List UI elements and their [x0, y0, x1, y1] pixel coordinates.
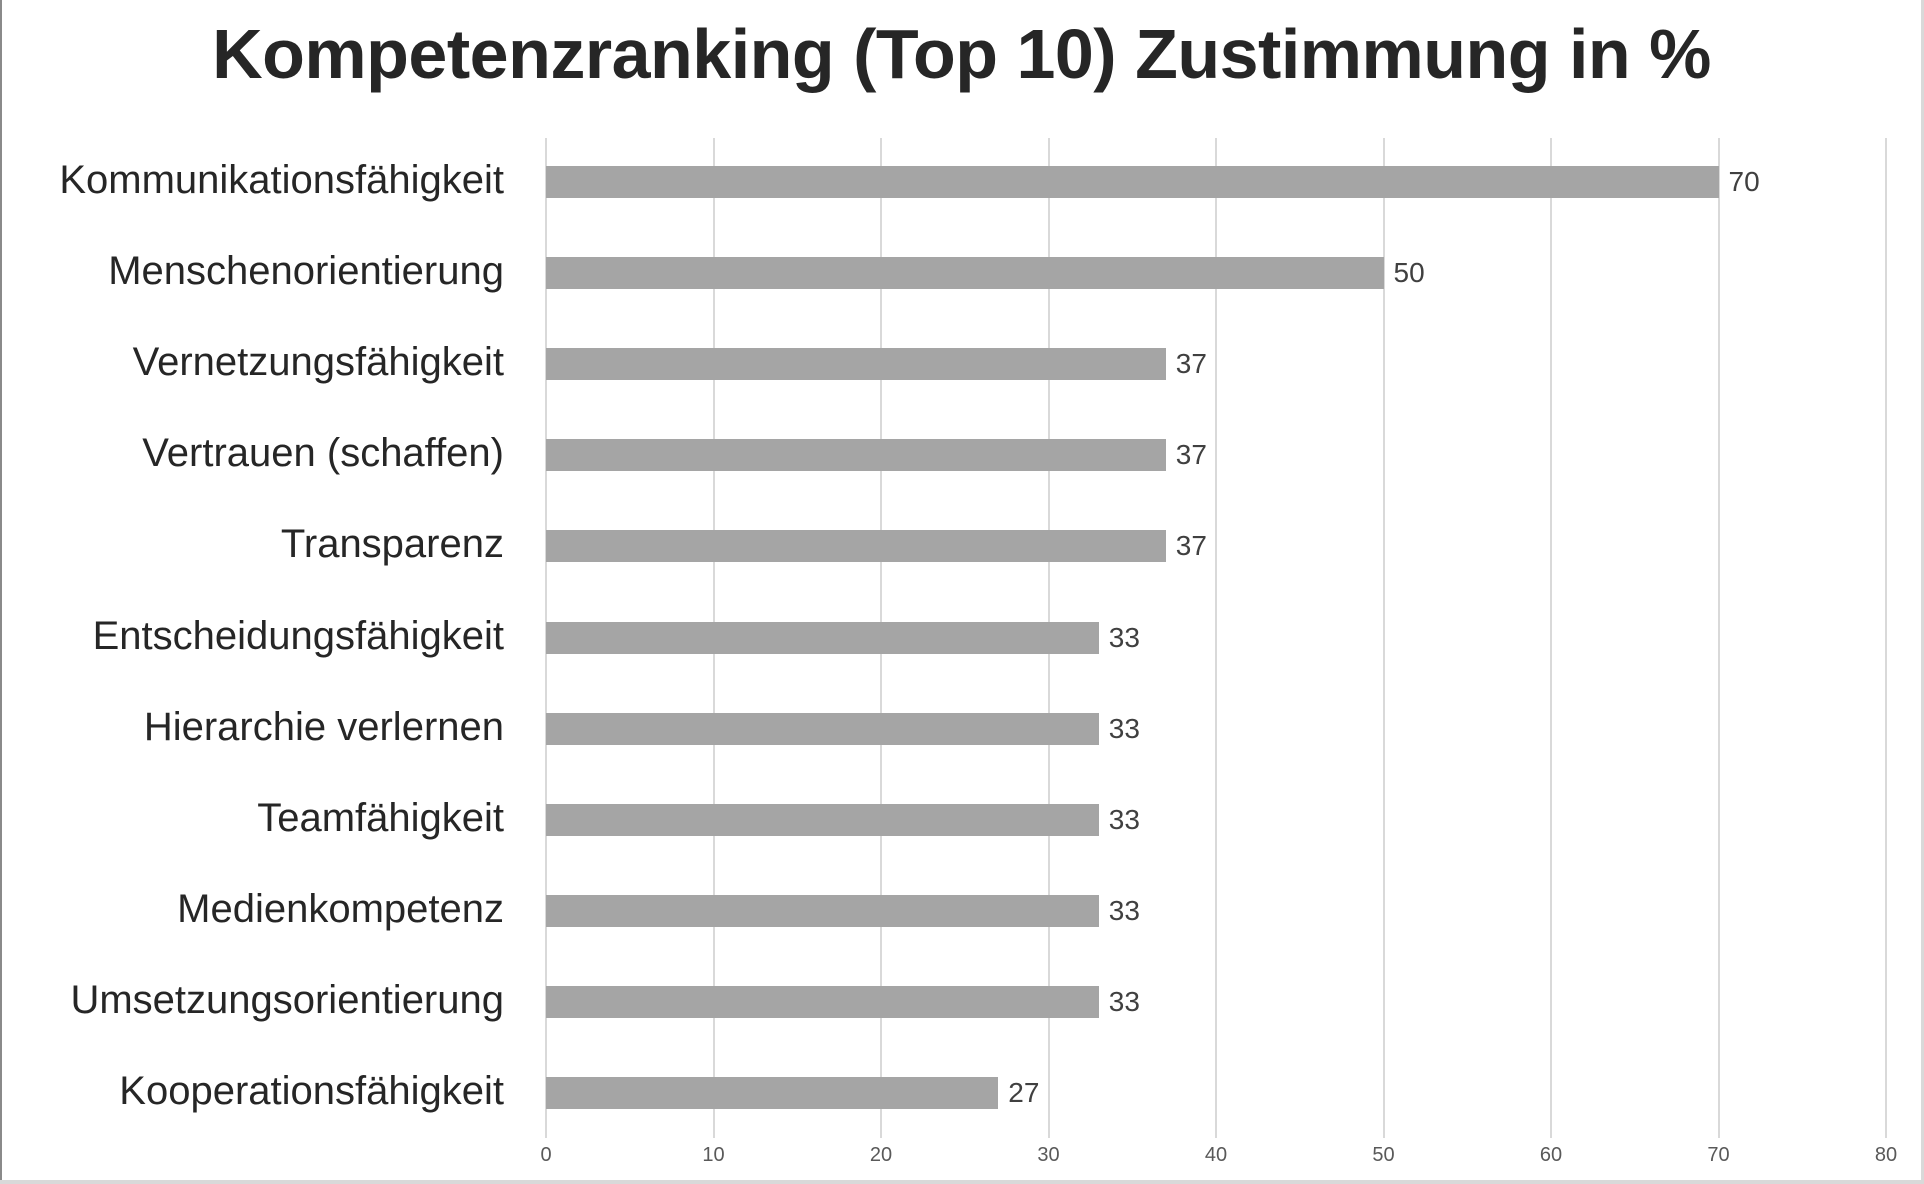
category-label: Kooperationsfähigkeit	[119, 1069, 504, 1113]
bar-value-label: 27	[1008, 1077, 1040, 1108]
category-label: Entscheidungsfähigkeit	[92, 613, 504, 658]
bar	[546, 894, 1099, 927]
category-label: Hierarchie verlernen	[143, 704, 504, 749]
category-label: Teamfähigkeit	[257, 795, 504, 840]
bar	[546, 348, 1166, 381]
bar	[546, 985, 1099, 1018]
bar	[546, 530, 1166, 563]
category-label: Medienkompetenz	[177, 886, 504, 931]
x-tick-label: 40	[1204, 1144, 1228, 1166]
bar-value-label: 33	[1108, 712, 1140, 744]
bar-value-label: 37	[1175, 439, 1207, 471]
bar	[546, 257, 1384, 290]
bar	[546, 439, 1166, 472]
category-label: Kommunikationsfähigkeit	[59, 158, 504, 202]
x-tick-label: 20	[869, 1144, 893, 1166]
bar	[546, 1077, 999, 1109]
category-label: Transparenz	[280, 522, 504, 567]
x-tick-label: 50	[1372, 1144, 1395, 1166]
x-tick-label: 0	[540, 1144, 552, 1166]
x-tick-label: 80	[1874, 1144, 1898, 1166]
gridline	[1550, 138, 1552, 1138]
bar-value-label: 37	[1175, 348, 1207, 380]
category-label: Vernetzungsfähigkeit	[132, 340, 504, 385]
gridline	[1717, 138, 1720, 1138]
bar-value-label: 33	[1108, 621, 1140, 653]
gridline	[1215, 138, 1217, 1138]
bar-value-label: 33	[1108, 985, 1140, 1017]
bar	[546, 621, 1099, 654]
bar-value-label: 33	[1108, 803, 1140, 835]
bar	[546, 712, 1099, 745]
bar-value-label: 33	[1108, 894, 1140, 926]
gridline	[1382, 138, 1385, 1138]
bar-value-label: 70	[1728, 166, 1760, 197]
bar-value-label: 50	[1393, 257, 1425, 289]
category-label: Menschenorientierung	[108, 249, 504, 294]
bar	[546, 803, 1099, 836]
gridline	[1885, 138, 1887, 1138]
x-tick-label: 70	[1707, 1144, 1730, 1166]
x-tick-label: 60	[1539, 1144, 1563, 1166]
bar-value-label: 37	[1175, 530, 1207, 562]
x-tick-label: 30	[1037, 1144, 1060, 1166]
category-label: Vertrauen (schaffen)	[142, 431, 504, 476]
chart-title: Kompetenzranking (Top 10) Zustimmung in …	[212, 15, 1711, 93]
x-tick-label: 10	[702, 1144, 725, 1166]
category-label: Umsetzungsorientierung	[70, 977, 504, 1022]
bar	[546, 166, 1719, 198]
plot-area: 70 50 37 37 37 33 33 33 33 33 27	[545, 138, 1887, 1138]
